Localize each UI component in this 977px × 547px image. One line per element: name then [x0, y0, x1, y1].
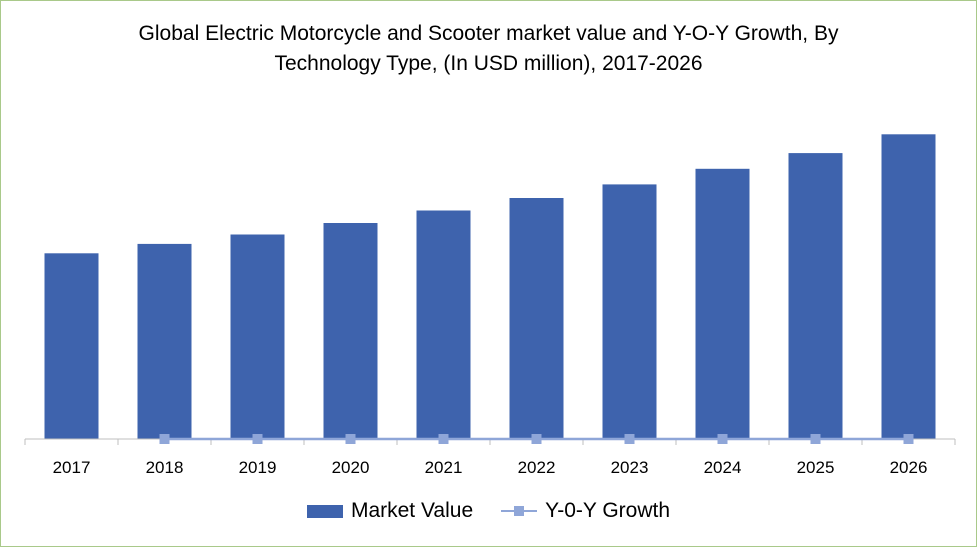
bar-2026: [881, 134, 936, 440]
legend-label-market-value: Market Value: [350, 499, 474, 522]
bar-2017: [44, 253, 99, 439]
bar-2018: [137, 243, 192, 439]
x-tick-label-2023: 2023: [611, 458, 649, 477]
growth-marker-2026: [903, 434, 914, 444]
bar-2020: [323, 223, 378, 439]
bar-2019: [230, 234, 285, 439]
legend-item-market-value: Market Value: [306, 499, 474, 523]
x-tick-label-2021: 2021: [425, 458, 463, 477]
x-tick-label-2022: 2022: [518, 458, 556, 477]
x-tick-label-2020: 2020: [332, 458, 370, 477]
x-tick-label-2026: 2026: [890, 458, 928, 477]
growth-marker-2018: [159, 434, 170, 444]
legend-label-yoy-growth: Y-0-Y Growth: [545, 499, 671, 522]
bar-2025: [788, 153, 843, 439]
growth-marker-2023: [624, 434, 635, 444]
bar-2024: [695, 168, 750, 440]
chart-title-line-2: Technology Type, (In USD million), 2017-…: [274, 52, 703, 75]
growth-marker-2019: [252, 434, 263, 444]
bar-2022: [509, 198, 564, 439]
x-tick-label-2024: 2024: [704, 458, 742, 477]
growth-marker-2022: [531, 434, 542, 444]
growth-marker-2024: [717, 434, 728, 444]
bar-2021: [416, 210, 471, 439]
chart-title-line-1: Global Electric Motorcycle and Scooter m…: [138, 22, 839, 45]
chart-legend: Market Value Y-0-Y Growth: [1, 499, 976, 523]
chart-title: Global Electric Motorcycle and Scooter m…: [1, 19, 976, 79]
legend-swatch-yoy-growth: [501, 504, 538, 518]
growth-marker-2021: [438, 434, 449, 444]
x-tick-label-2025: 2025: [797, 458, 835, 477]
legend-swatch-market-value: [306, 504, 343, 518]
x-tick-label-2019: 2019: [239, 458, 277, 477]
x-tick-label-2018: 2018: [146, 458, 184, 477]
x-tick-label-2017: 2017: [53, 458, 91, 477]
bar-2023: [602, 184, 657, 439]
growth-marker-2025: [810, 434, 821, 444]
legend-item-yoy-growth: Y-0-Y Growth: [501, 499, 670, 523]
growth-marker-2020: [345, 434, 356, 444]
